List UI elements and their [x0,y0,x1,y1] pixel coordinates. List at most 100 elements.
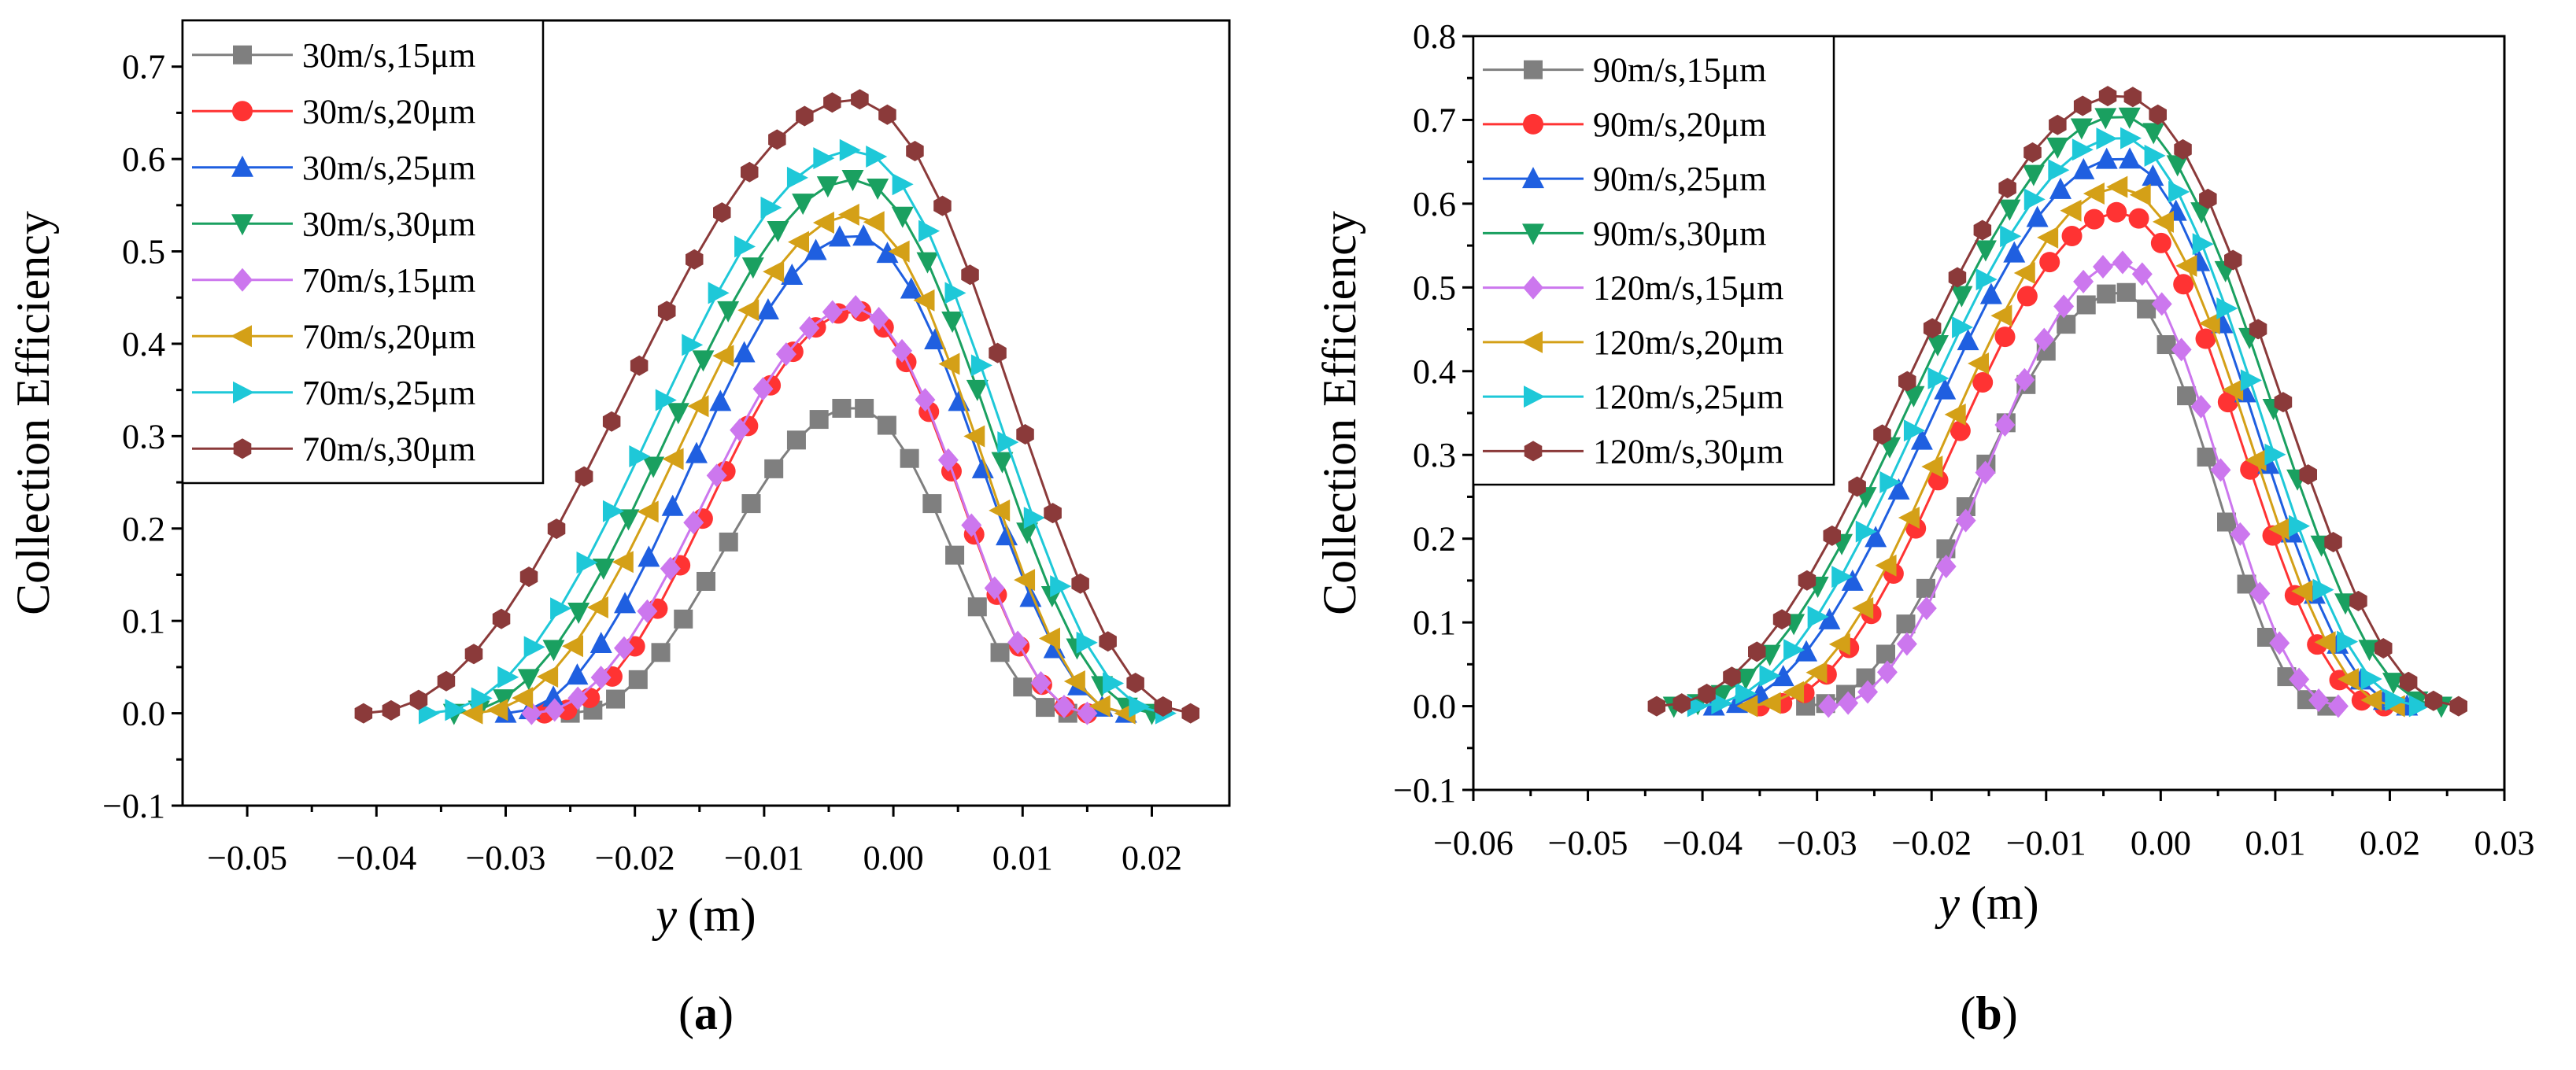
series-4-marker-14 [792,194,815,216]
series-6-marker-19 [938,352,960,375]
series-6-marker-24 [2291,580,2313,603]
series-6-marker-10 [712,345,734,367]
series-1-marker-8 [741,494,761,514]
x-tick-label: −0.06 [1433,824,1513,862]
series-7-marker-30 [2408,695,2430,718]
series-7-marker-16 [2072,138,2094,161]
panel-a: −0.1 0.0 0.1 0.2 0.3 0.4 0.5 0.6 0.7 −0.05 −0.04 −0… [7,19,1231,1039]
series-4-marker-14 [1998,199,2021,221]
series-7-marker-0 [418,702,440,725]
series-2-marker-8 [1927,470,1949,491]
series-8-marker-6 [1798,570,1817,591]
series-3-marker-8 [1887,478,1910,500]
series-7-marker-28 [2360,667,2382,690]
x-tick-label: −0.02 [595,839,675,877]
series-8-marker-6 [519,566,538,588]
series-layer [354,89,1199,725]
series-5-marker-9 [1994,413,2016,437]
series-6-marker-17 [2129,183,2151,206]
series-4-marker-6 [592,559,615,581]
series-6-marker-0 [461,702,483,725]
series-1-marker-4 [1876,644,1895,664]
legend-label: 30m/s,20μm [302,92,475,131]
series-3-marker-17 [2095,147,2118,169]
panel-label: (b) [1960,987,2017,1039]
series-3-marker-8 [686,441,708,463]
series-7-marker-8 [629,445,651,467]
legend-label: 90m/s,25μm [1593,160,1766,198]
series-7-marker-27 [2337,630,2359,653]
series-8-marker-12 [1948,267,1967,288]
series-6-marker-1 [486,699,508,721]
series-6-marker-2 [1783,681,1805,703]
y-tick-label: −0.1 [102,787,165,825]
series-5-marker-0 [521,701,542,725]
series-6-marker-10 [1968,352,1990,375]
series-8-marker-29 [1154,696,1172,717]
series-7-marker-19 [2144,144,2166,167]
series-2-marker-13 [2039,252,2060,273]
series-8-marker-15 [2023,142,2042,163]
series-6-marker-20 [2198,312,2220,334]
series-8-marker-25 [2274,392,2293,413]
series-6-marker-5 [1852,597,1874,620]
series-5-marker-7 [683,511,704,535]
series-3-marker-4 [589,632,612,654]
legend-2-marker-0 [232,101,253,122]
series-6-marker-13 [2037,226,2059,249]
series-5-marker-2 [1857,680,1879,704]
series-3-marker-18 [2119,147,2142,169]
series-8-marker-11 [1923,318,1942,339]
series-8-marker-18 [851,89,869,110]
x-axis-unit: (m) [688,889,756,941]
series-8-marker-7 [1823,525,1841,546]
series-2-marker-21 [2217,392,2238,413]
series-7-marker-3 [497,666,519,688]
y-tick-label: 0.5 [122,233,165,271]
legend-label: 30m/s,15μm [302,36,475,75]
legend-8-marker-0 [1524,441,1543,462]
series-6-marker-4 [1828,633,1850,655]
series-7-marker-17 [866,146,888,168]
y-tick-label: 0.1 [122,602,165,640]
x-tick-label: 0.02 [2360,824,2420,862]
series-8-marker-25 [1044,503,1062,524]
series-2-marker-11 [1994,327,2016,348]
series-5-marker-11 [775,342,796,367]
series-7-marker-19 [918,220,941,242]
series-5-marker-17 [2151,292,2172,316]
y-tick-label: 0.5 [1413,268,1456,307]
series-5-marker-12 [799,315,820,340]
x-tick-label: 0.02 [1122,839,1182,877]
series-3-marker-16 [876,242,899,264]
series-7-marker-4 [523,636,545,659]
series-8-marker-24 [1016,424,1034,445]
series-3-marker-16 [2072,157,2095,179]
series-7-marker-2 [1735,682,1757,705]
series-7-marker-24 [1050,575,1072,598]
legend-3-marker-0 [231,155,253,177]
series-1-marker-10 [786,430,806,450]
legend-label: 120m/s,15μm [1593,269,1783,308]
series-8-marker-23 [989,342,1007,363]
series-7-marker-14 [786,166,808,189]
series-1-marker-12 [832,398,852,418]
series-6-marker-9 [687,395,709,418]
series-5-marker-10 [752,377,774,401]
series-3-marker-10 [1934,378,1957,400]
series-4-marker-11 [717,301,740,323]
legend-5-marker-0 [1523,275,1543,300]
series-5-marker-19 [2190,394,2212,419]
x-tick-label: −0.02 [1891,824,1972,862]
series-1-marker-17 [2137,299,2157,319]
series-6-marker-23 [1038,627,1060,650]
series-8-marker-5 [1772,609,1791,630]
series-6-marker-23 [2267,518,2290,541]
series-2-marker-9 [1950,420,1971,441]
series-5-marker-25 [2308,688,2330,712]
series-1-marker-19 [990,643,1010,662]
series-8-marker-31 [2424,690,2443,711]
series-5-marker-22 [2249,581,2271,606]
series-5-marker-15 [2112,250,2133,275]
series-8-marker-3 [437,670,456,692]
